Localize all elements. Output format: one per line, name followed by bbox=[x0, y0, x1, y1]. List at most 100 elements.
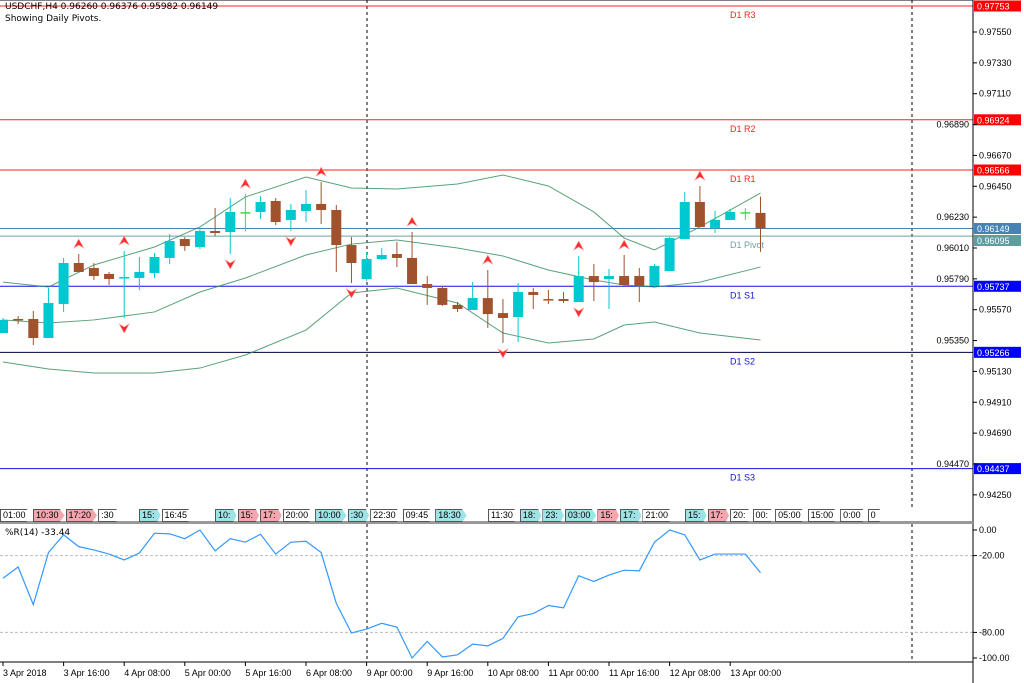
candle-body bbox=[43, 302, 54, 339]
panel-separator[interactable] bbox=[0, 521, 973, 524]
candle-body bbox=[543, 299, 554, 301]
fractal-up-arrow-icon bbox=[118, 235, 131, 246]
event-tag[interactable]: 18:30 bbox=[435, 509, 467, 522]
price-tick-label: 0.95570 bbox=[979, 305, 1012, 315]
pivot-price-label: 0.95737 bbox=[977, 282, 1010, 292]
current-price-badge bbox=[974, 222, 1021, 234]
price-tick-label: 0.96450 bbox=[979, 181, 1012, 191]
event-tag[interactable]: 15: bbox=[597, 509, 619, 522]
event-tag[interactable]: 17: bbox=[260, 509, 282, 522]
pivot-price-badge bbox=[974, 164, 1021, 176]
fractal-up-arrow-icon bbox=[406, 216, 418, 227]
event-tag[interactable]: 16:45 bbox=[161, 509, 194, 522]
candle-body bbox=[58, 262, 69, 304]
candle-body bbox=[210, 231, 221, 233]
event-tag[interactable]: 01:00 bbox=[0, 509, 32, 522]
candle-body bbox=[73, 262, 84, 272]
event-tag[interactable]: 10:00 bbox=[315, 509, 347, 522]
event-tag[interactable]: 0 bbox=[867, 509, 882, 522]
candle-body bbox=[497, 313, 508, 318]
candle-body bbox=[179, 239, 190, 247]
fractal-up-arrow-icon bbox=[239, 178, 252, 189]
time-tick-label: 9 Apr 00:00 bbox=[367, 668, 413, 678]
candle-body bbox=[194, 231, 205, 248]
price-tick-label: 0.97550 bbox=[979, 27, 1012, 37]
candle-body bbox=[255, 201, 266, 212]
event-tag[interactable]: :30 bbox=[98, 509, 120, 522]
price-tick-label: 0.96010 bbox=[936, 243, 969, 253]
price-tick-label: 0.95130 bbox=[979, 366, 1012, 376]
event-tag[interactable]: :30 bbox=[347, 509, 370, 522]
candle-body bbox=[0, 319, 8, 333]
time-tick-label: 3 Apr 16:00 bbox=[64, 668, 110, 678]
candle-body bbox=[634, 276, 645, 286]
event-tag[interactable]: 22:30 bbox=[370, 509, 402, 522]
candle-body bbox=[558, 299, 569, 302]
price-tick-label: 0.97330 bbox=[979, 58, 1012, 68]
candle-body bbox=[513, 292, 524, 317]
wpr-line bbox=[2, 529, 761, 660]
event-tag[interactable]: 15: bbox=[139, 509, 161, 522]
bollinger-upper bbox=[2, 174, 761, 288]
event-tag[interactable]: 00: bbox=[752, 509, 775, 522]
fractal-up-arrow-icon bbox=[72, 238, 85, 249]
event-tag[interactable]: 15:00 bbox=[807, 509, 840, 522]
wpr-tick-label: -20.00 bbox=[979, 551, 1005, 561]
candle-body bbox=[346, 245, 357, 263]
event-tag[interactable]: 0:00 bbox=[840, 509, 867, 522]
fractal-down-arrow-icon bbox=[118, 323, 131, 334]
bollinger-middle bbox=[2, 239, 761, 324]
price-tick-label: 0.96890 bbox=[936, 120, 969, 130]
current-price-label: 0.96149 bbox=[977, 224, 1010, 234]
pivot-price-label: 0.97753 bbox=[977, 2, 1010, 12]
pivot-price-badge bbox=[974, 346, 1021, 358]
wpr-label: %R(14) -33.44 bbox=[5, 528, 71, 538]
candle-body bbox=[619, 276, 630, 286]
candle-body bbox=[467, 298, 478, 310]
candle-body bbox=[422, 284, 433, 288]
event-tag[interactable]: 17: bbox=[619, 509, 642, 522]
candle-body bbox=[225, 211, 236, 232]
event-tag[interactable]: 11:30 bbox=[488, 509, 519, 522]
event-tag[interactable]: 15: bbox=[237, 509, 260, 522]
event-tag[interactable]: 05:00 bbox=[775, 509, 807, 522]
price-tick-label: 0.94690 bbox=[979, 428, 1012, 438]
pivot-price-badge bbox=[974, 280, 1021, 292]
event-tag[interactable]: 20: bbox=[730, 509, 752, 522]
pivot-price-badge bbox=[974, 0, 1021, 12]
time-tick-label: 5 Apr 00:00 bbox=[185, 668, 231, 678]
candle-body bbox=[149, 256, 160, 273]
time-tick-label: 10 Apr 08:00 bbox=[488, 668, 539, 678]
event-tag[interactable]: 03:00 bbox=[564, 509, 597, 522]
price-tick-label: 0.94910 bbox=[979, 397, 1012, 407]
pivot-label: D1 Pivot bbox=[730, 240, 765, 250]
candle-body bbox=[285, 209, 296, 220]
candle-body bbox=[88, 268, 99, 277]
event-tag[interactable]: 21:00 bbox=[642, 509, 674, 522]
event-tag[interactable]: 20:00 bbox=[282, 509, 315, 522]
candle-body bbox=[710, 219, 721, 228]
event-tag[interactable]: 10:30 bbox=[33, 509, 65, 522]
wpr-tick-label: 0.00 bbox=[979, 525, 997, 535]
wpr-tick-label: -80.00 bbox=[979, 627, 1005, 637]
fractal-down-arrow-icon bbox=[285, 236, 297, 247]
event-tag[interactable]: 10: bbox=[215, 509, 237, 522]
event-tag[interactable]: 23: bbox=[542, 509, 564, 522]
candle-body bbox=[119, 277, 130, 279]
pivot-label: D1 S3 bbox=[730, 473, 755, 483]
pivot-label: D1 R3 bbox=[730, 10, 756, 20]
bollinger-lower bbox=[2, 287, 761, 374]
candle-body bbox=[573, 276, 584, 302]
price-tick-label: 0.95350 bbox=[936, 336, 969, 346]
symbol-info: USDCHF,H4 0.96260 0.96376 0.95982 0.9614… bbox=[5, 2, 219, 12]
event-tag[interactable]: 09:45 bbox=[402, 509, 435, 522]
event-tag[interactable]: 17:20 bbox=[65, 509, 98, 522]
event-tag[interactable]: 15: bbox=[685, 509, 707, 522]
candle-body bbox=[134, 271, 145, 279]
event-tag[interactable]: 17: bbox=[707, 509, 730, 522]
candle-body bbox=[649, 265, 660, 286]
event-tag[interactable]: 18: bbox=[519, 509, 542, 522]
fractal-down-arrow-icon bbox=[345, 288, 358, 299]
candle-body bbox=[376, 255, 387, 260]
